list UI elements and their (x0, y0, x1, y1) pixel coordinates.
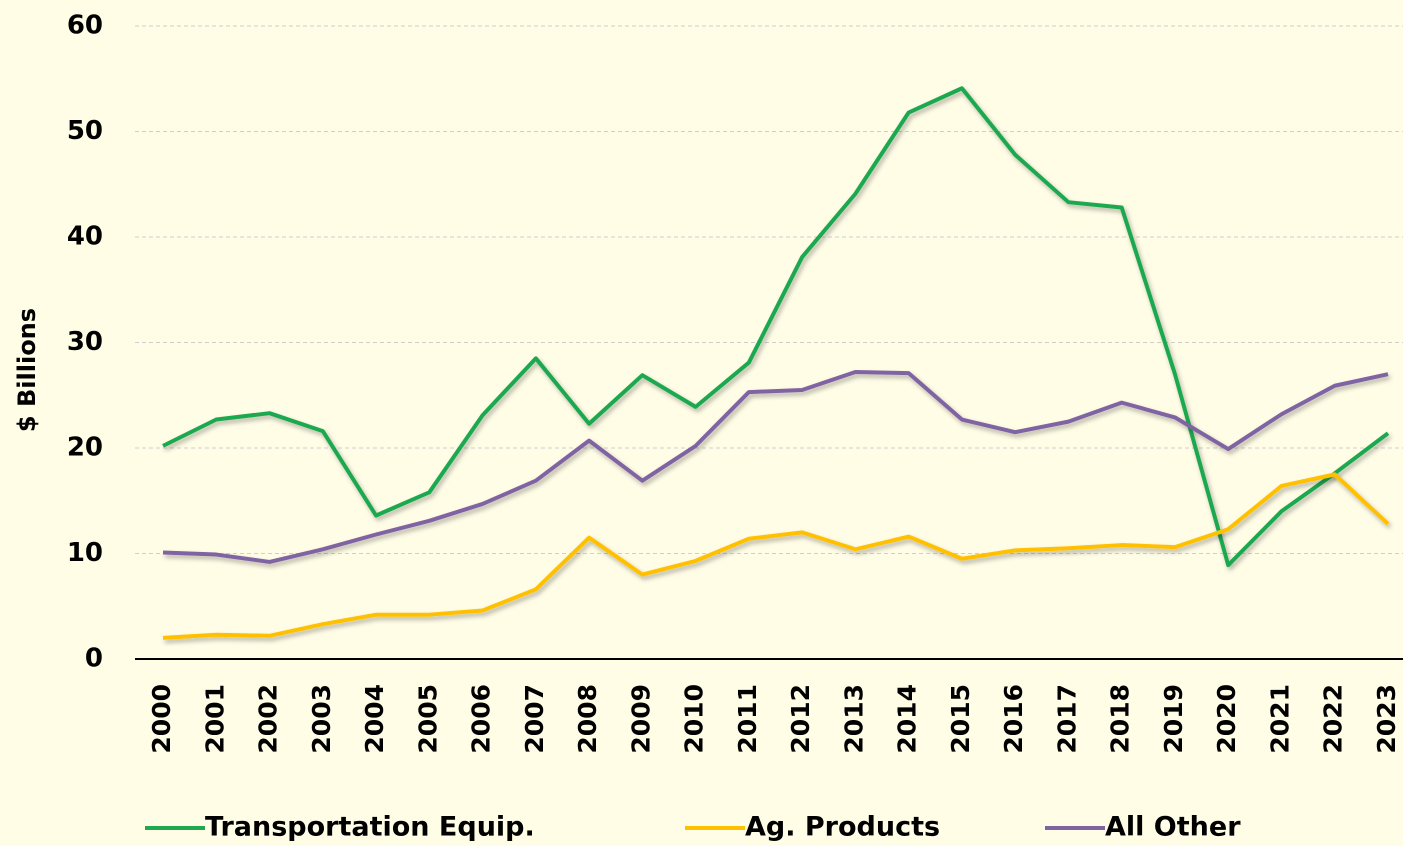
series-line (162, 472, 1390, 640)
x-tick-label: 2023 (1372, 684, 1401, 754)
legend-label: All Other (1105, 812, 1241, 843)
x-tick-label: 2008 (573, 684, 602, 754)
x-tick-label: 2019 (1159, 684, 1188, 754)
x-tick-label: 2013 (839, 684, 868, 754)
x-tick-label: 2017 (1052, 684, 1081, 754)
x-tick-label: 2012 (786, 684, 815, 754)
x-tick-label: 2006 (467, 684, 496, 754)
y-tick-label: 20 (67, 433, 103, 463)
x-tick-label: 2020 (1212, 684, 1241, 754)
legend-label: Transportation Equip. (205, 812, 535, 843)
y-tick-label: 0 (85, 644, 103, 674)
x-tick-label: 2015 (946, 684, 975, 754)
y-tick-label: 50 (67, 116, 103, 146)
x-tick-label: 2005 (413, 684, 442, 754)
series-line (162, 86, 1390, 568)
x-tick-label: 2011 (733, 684, 762, 754)
x-tick-label: 2009 (626, 684, 655, 754)
y-tick-label: 30 (67, 327, 103, 357)
x-tick-label: 2022 (1319, 684, 1348, 754)
y-tick-label: 40 (67, 222, 103, 252)
x-tick-label: 2003 (307, 684, 336, 754)
x-tick-label: 2007 (520, 684, 549, 754)
x-tick-label: 2000 (147, 684, 176, 754)
series-line (162, 370, 1389, 564)
x-tick-label: 2021 (1265, 684, 1294, 754)
x-tick-label: 2014 (893, 684, 922, 754)
x-tick-label: 2004 (360, 684, 389, 754)
y-tick-label: 60 (67, 11, 103, 41)
x-tick-label: 2010 (680, 684, 709, 754)
legend-label: Ag. Products (745, 812, 940, 843)
x-tick-label: 2018 (1106, 684, 1135, 754)
x-tick-label: 2001 (200, 684, 229, 754)
y-tick-label: 10 (67, 538, 103, 568)
x-tick-label: 2016 (999, 684, 1028, 754)
x-tick-label: 2002 (254, 684, 283, 754)
y-axis-label: $ Billions (13, 308, 41, 432)
